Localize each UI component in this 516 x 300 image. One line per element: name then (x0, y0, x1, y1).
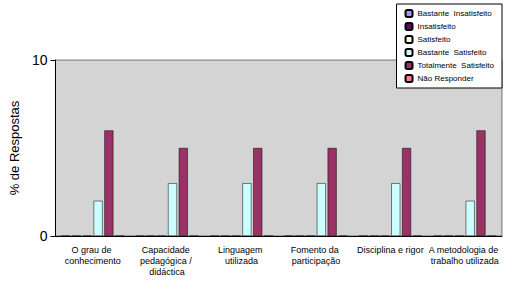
svg-text:Bastante Insatisfeito: Bastante Insatisfeito (418, 9, 493, 18)
svg-text:Linguagem: Linguagem (218, 245, 265, 255)
svg-text:A metodologia de: A metodologia de (429, 245, 501, 255)
svg-text:didáctica: didáctica (149, 267, 185, 277)
svg-text:Não Responder: Não Responder (418, 74, 474, 83)
svg-text:Totalmente Satisfeito: Totalmente Satisfeito (418, 61, 495, 70)
svg-text:Fomento da: Fomento da (291, 245, 342, 255)
svg-text:Bastante Satisfeito: Bastante Satisfeito (418, 48, 487, 57)
svg-text:conhecimento: conhecimento (65, 256, 121, 266)
svg-text:10: 10 (32, 52, 48, 68)
svg-text:participação: participação (292, 256, 341, 266)
svg-text:Satisfeito: Satisfeito (418, 35, 451, 44)
svg-text:pedagógica /: pedagógica / (140, 256, 194, 266)
svg-text:0: 0 (40, 228, 48, 244)
svg-text:% de Respostas: % de Respostas (7, 100, 22, 195)
svg-text:Insatisfeito: Insatisfeito (418, 22, 457, 31)
svg-text:utilizada: utilizada (225, 256, 258, 266)
svg-text:trabalho utilizada: trabalho utilizada (431, 256, 499, 266)
svg-text:O grau de: O grau de (71, 245, 114, 255)
svg-text:Capacidade: Capacidade (142, 245, 193, 255)
svg-text:Disciplina e rigor: Disciplina e rigor (357, 245, 424, 255)
